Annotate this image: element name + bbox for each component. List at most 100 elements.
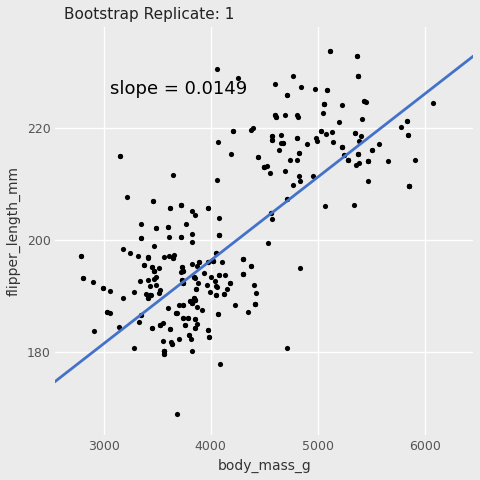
Point xyxy=(150,267,157,275)
Point xyxy=(167,204,174,212)
Point xyxy=(204,204,212,212)
Point xyxy=(168,340,176,348)
Point xyxy=(283,92,291,99)
Point xyxy=(164,223,172,230)
Point xyxy=(178,268,185,276)
Point xyxy=(338,143,346,151)
Point xyxy=(137,311,144,318)
Point xyxy=(362,98,370,106)
Point xyxy=(340,151,348,158)
Point xyxy=(191,274,199,282)
Point xyxy=(150,242,157,250)
Point xyxy=(326,48,334,55)
Point xyxy=(247,262,255,270)
Point xyxy=(324,86,331,94)
Point xyxy=(179,279,187,287)
Point xyxy=(78,252,85,260)
Point xyxy=(351,129,359,137)
Point xyxy=(178,201,185,208)
Point xyxy=(283,92,291,99)
Point xyxy=(212,282,219,290)
Point xyxy=(169,254,177,262)
Point xyxy=(79,274,87,282)
Point xyxy=(159,337,167,345)
Point xyxy=(160,347,168,355)
Point xyxy=(267,209,275,216)
Point xyxy=(260,163,268,170)
Point xyxy=(160,347,168,355)
Point xyxy=(193,263,201,270)
Point xyxy=(277,131,285,138)
Point xyxy=(364,157,372,165)
Point xyxy=(384,157,392,165)
Point xyxy=(251,300,259,308)
Point xyxy=(179,279,187,287)
Point xyxy=(317,127,324,135)
Point xyxy=(281,167,288,174)
Point xyxy=(204,326,212,334)
Point xyxy=(338,101,346,109)
Point xyxy=(221,272,229,279)
Point xyxy=(279,139,287,146)
Point xyxy=(174,409,181,417)
Point xyxy=(268,215,276,222)
Point xyxy=(275,146,283,154)
Point xyxy=(174,310,181,317)
Point xyxy=(188,260,196,268)
Point xyxy=(340,151,348,158)
Point xyxy=(178,276,186,283)
Point xyxy=(178,263,185,271)
Point xyxy=(216,215,223,222)
Point xyxy=(226,279,234,287)
Point xyxy=(293,156,300,164)
Point xyxy=(160,347,168,355)
Point xyxy=(194,279,202,287)
Point xyxy=(295,149,303,156)
Point xyxy=(326,48,334,55)
Point xyxy=(254,153,262,160)
Point xyxy=(147,291,155,299)
Point xyxy=(188,347,196,355)
Point xyxy=(152,281,160,289)
Point xyxy=(351,201,359,209)
Point xyxy=(89,278,96,286)
Point xyxy=(279,139,287,146)
Point xyxy=(178,201,185,208)
Point xyxy=(296,178,304,185)
Point xyxy=(248,126,255,133)
Point xyxy=(226,279,234,287)
Point xyxy=(169,171,177,179)
Point xyxy=(411,156,419,164)
Point xyxy=(164,304,171,312)
Point xyxy=(165,234,173,241)
Point xyxy=(155,264,163,272)
Point xyxy=(188,230,196,238)
Point xyxy=(149,197,156,204)
Point xyxy=(172,310,180,317)
Point xyxy=(119,295,126,302)
Point xyxy=(144,276,152,284)
Point xyxy=(188,207,195,215)
Point xyxy=(192,315,199,323)
Point xyxy=(169,254,177,262)
Point xyxy=(319,109,327,117)
Point xyxy=(160,253,168,261)
Point xyxy=(369,146,376,154)
Point xyxy=(240,270,247,278)
Point xyxy=(204,326,212,334)
Point xyxy=(328,129,336,136)
Point xyxy=(195,259,203,266)
Point xyxy=(260,163,268,170)
Point xyxy=(251,300,259,308)
Point xyxy=(404,132,412,139)
Point xyxy=(188,300,196,307)
Point xyxy=(320,100,328,108)
Point xyxy=(281,111,289,119)
Point xyxy=(244,308,252,315)
Point xyxy=(153,224,160,232)
Point xyxy=(119,245,126,253)
Point xyxy=(254,153,262,160)
Point xyxy=(135,318,143,326)
Point xyxy=(99,285,107,292)
Point xyxy=(107,287,114,295)
